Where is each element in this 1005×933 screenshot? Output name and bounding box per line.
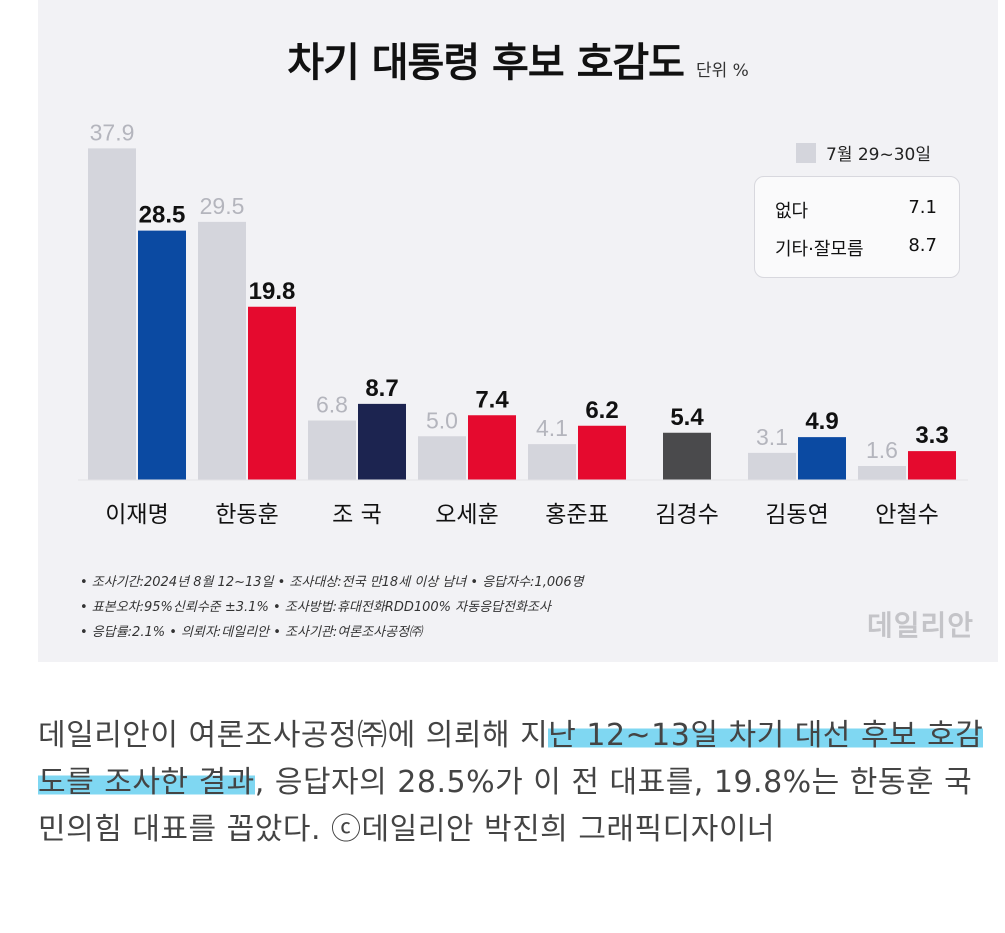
article-caption: 데일리안이 여론조사공정㈜에 의뢰해 지난 12~13일 차기 대선 후보 호감… (38, 712, 988, 853)
chart-title-block: 차기 대통령 후보 호감도 단위 % (38, 30, 998, 88)
category-label: 이재명 (105, 502, 168, 528)
data-label-previous: 29.5 (200, 193, 245, 219)
bar-chart: 37.9 28.5 이재명 29.5 19.8 한동훈 6.8 8.7 조 국 5.0 7.4 오세훈… (78, 119, 968, 528)
watermark-logo: 데일리안 (866, 609, 974, 642)
chart-title: 차기 대통령 후보 호감도 (287, 40, 685, 86)
bar-previous (858, 466, 906, 480)
category-label: 홍준표 (545, 502, 608, 528)
data-label-current: 28.5 (139, 202, 186, 229)
data-label-previous: 3.1 (756, 424, 788, 450)
data-label-previous: 37.9 (90, 119, 135, 145)
category-label: 김경수 (655, 502, 718, 528)
data-label-current: 7.4 (475, 386, 509, 413)
data-label-current: 3.3 (915, 422, 948, 449)
legend-extra-label: 기타·잘모름 (775, 239, 864, 260)
legend-extra-row: 없다 7.1 (775, 197, 937, 223)
category-label: 오세훈 (435, 502, 498, 528)
legend-extra-value: 8.7 (908, 235, 937, 256)
survey-note: • 표본오차:95%신뢰수준 ±3.1% • 조사방법:휴대전화RDD100% … (80, 600, 551, 615)
bar-current (798, 437, 846, 480)
survey-notes: • 조사기간:2024년 8월 12~13일 • 조사대상:전국 만18세 이상… (80, 570, 584, 645)
legend-previous: 7월 29~30일 (796, 140, 931, 165)
legend-extra-value: 7.1 (908, 197, 937, 218)
survey-note: • 조사기간:2024년 8월 12~13일 • 조사대상:전국 만18세 이상… (80, 575, 584, 590)
caption-text: , 응답자의 28.5%가 이 전 대표를, 19.8%는 한동훈 국민의힘 대… (38, 765, 973, 847)
chart-unit: 단위 % (695, 61, 749, 81)
data-label-previous: 5.0 (426, 407, 458, 433)
legend-swatch-previous (796, 142, 816, 163)
category-label: 조 국 (332, 502, 382, 528)
data-label-previous: 4.1 (536, 415, 568, 441)
category-label: 김동연 (765, 502, 828, 528)
chart-figure: 차기 대통령 후보 호감도 단위 % 37.9 28.5 이재명 29.5 19.8 한동훈… (38, 0, 998, 662)
bar-current (908, 451, 956, 480)
bar-current (468, 415, 516, 480)
bar-current (663, 432, 711, 480)
bar-previous (308, 420, 356, 480)
caption-text: 데일리안이 여론조사공정㈜에 의뢰해 지 (38, 718, 549, 753)
data-label-current: 6.2 (585, 397, 618, 424)
bar-previous (528, 444, 576, 480)
legend-extra-box: 없다 7.1 기타·잘모름 8.7 (754, 176, 960, 278)
data-label-current: 4.9 (805, 408, 838, 435)
data-label-current: 5.4 (670, 404, 704, 431)
bar-previous (418, 436, 466, 480)
data-label-previous: 1.6 (866, 437, 898, 463)
legend-extra-label: 없다 (775, 201, 809, 222)
data-label-current: 19.8 (249, 278, 296, 305)
bar-current (358, 403, 406, 480)
legend-extra-row: 기타·잘모름 8.7 (775, 235, 937, 261)
bar-current (578, 425, 626, 480)
survey-note: • 응답률:2.1% • 의뢰자:데일리안 • 조사기관:여론조사공정㈜ (80, 625, 423, 640)
bar-previous (198, 221, 246, 480)
category-label: 한동훈 (215, 502, 278, 528)
legend-label-previous: 7월 29~30일 (826, 145, 932, 165)
bar-current (248, 306, 296, 480)
bar-previous (748, 452, 796, 480)
data-label-previous: 6.8 (316, 392, 348, 418)
category-label: 안철수 (875, 502, 938, 528)
data-label-current: 8.7 (365, 375, 398, 402)
bar-current (138, 230, 186, 480)
bar-previous (88, 148, 136, 480)
